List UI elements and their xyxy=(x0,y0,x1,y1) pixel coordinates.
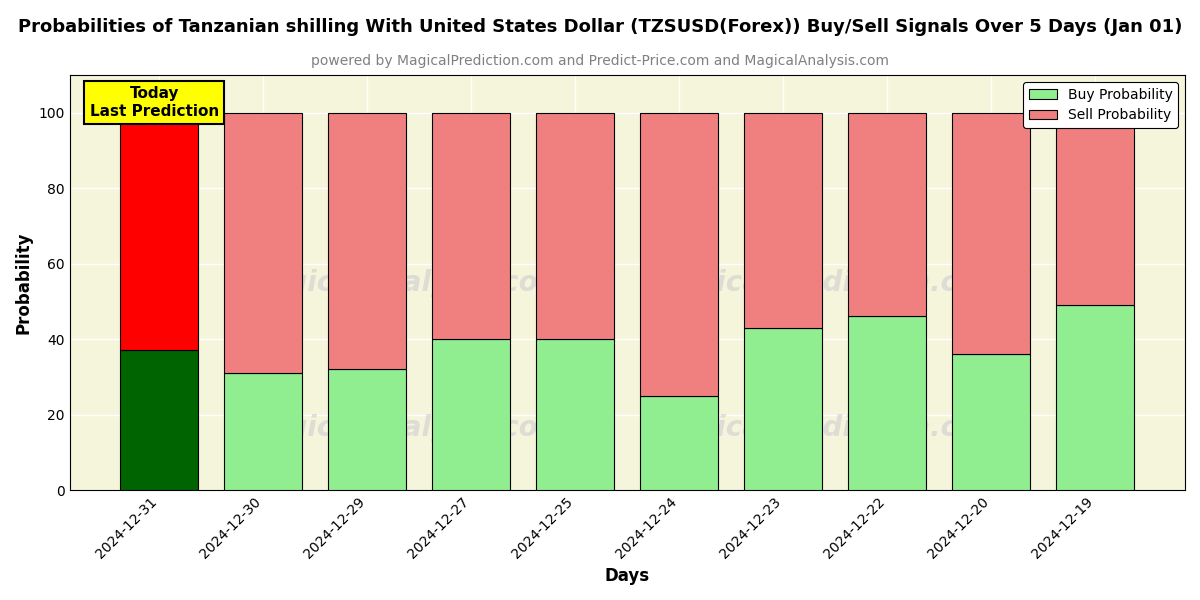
Bar xyxy=(536,339,614,490)
Bar xyxy=(1056,305,1134,490)
Bar xyxy=(120,113,198,350)
Bar xyxy=(641,113,719,396)
Text: Probabilities of Tanzanian shilling With United States Dollar (TZSUSD(Forex)) Bu: Probabilities of Tanzanian shilling With… xyxy=(18,18,1182,36)
Bar xyxy=(953,354,1031,490)
Bar xyxy=(744,113,822,328)
Y-axis label: Probability: Probability xyxy=(14,231,34,334)
Text: Today
Last Prediction: Today Last Prediction xyxy=(90,86,218,119)
Bar xyxy=(848,316,926,490)
Bar xyxy=(432,339,510,490)
X-axis label: Days: Days xyxy=(605,567,650,585)
Bar xyxy=(536,113,614,339)
Bar xyxy=(1056,113,1134,305)
Text: MagicalPrediction.com: MagicalPrediction.com xyxy=(650,269,1006,296)
Bar xyxy=(224,373,302,490)
Text: MagicalAnalysis.com: MagicalAnalysis.com xyxy=(241,269,568,296)
Bar xyxy=(120,350,198,490)
Bar xyxy=(224,113,302,373)
Bar xyxy=(432,113,510,339)
Text: MagicalAnalysis.com: MagicalAnalysis.com xyxy=(241,414,568,442)
Bar xyxy=(329,369,407,490)
Text: MagicalPrediction.com: MagicalPrediction.com xyxy=(650,414,1006,442)
Bar xyxy=(953,113,1031,354)
Bar xyxy=(848,113,926,316)
Text: powered by MagicalPrediction.com and Predict-Price.com and MagicalAnalysis.com: powered by MagicalPrediction.com and Pre… xyxy=(311,54,889,68)
Legend: Buy Probability, Sell Probability: Buy Probability, Sell Probability xyxy=(1024,82,1178,128)
Bar xyxy=(329,113,407,369)
Bar xyxy=(641,396,719,490)
Bar xyxy=(744,328,822,490)
